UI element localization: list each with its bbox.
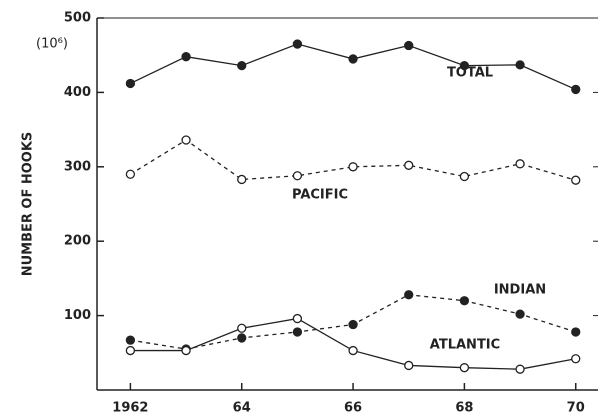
data-point [125,345,136,356]
data-point [404,360,414,371]
data-point [459,60,470,71]
data-point [181,52,191,62]
data-point [459,171,470,182]
series-label: TOTAL [447,66,493,81]
data-point [404,40,414,51]
series-label: ATLANTIC [430,338,500,353]
data-point [571,175,581,185]
y-tick-label: 200 [64,234,91,249]
data-point [571,84,581,95]
data-point [237,60,247,71]
series-line [130,139,576,181]
data-point [348,54,358,64]
series-label: INDIAN [494,283,546,298]
y-tick-label: 500 [64,11,91,26]
y-tick-label: 300 [64,159,91,174]
data-point [292,313,303,324]
data-point [292,327,303,337]
data-point [125,78,136,89]
x-tick-label: 64 [233,401,251,416]
series-label: PACIFIC [292,188,348,203]
x-tick-label: 1962 [112,401,148,416]
x-tick-label: 70 [567,401,585,416]
data-point [459,363,470,373]
y-axis-label: NUMBER OF HOOKS [21,132,36,277]
y-unit: (10⁶) [36,37,68,52]
data-point [515,309,525,319]
data-point [515,60,525,70]
data-point [237,333,247,343]
data-point [292,171,303,181]
data-point [292,39,303,49]
y-tick-label: 100 [64,308,91,323]
data-point [571,354,581,364]
data-point [348,162,358,172]
data-point [125,169,136,179]
data-point [348,319,358,330]
data-point [237,174,247,185]
data-point [237,323,247,333]
x-tick-label: 68 [455,401,473,416]
data-point [181,135,191,145]
x-tick-label: 66 [344,401,362,416]
y-tick-label: 400 [64,85,91,100]
data-point [125,335,136,345]
data-point [571,327,581,337]
data-point [459,296,470,306]
series-line [130,43,576,91]
data-point [404,160,414,170]
data-point [515,364,525,374]
data-point [515,159,525,169]
data-point [348,345,358,356]
data-point [181,345,191,356]
data-point [404,290,414,300]
